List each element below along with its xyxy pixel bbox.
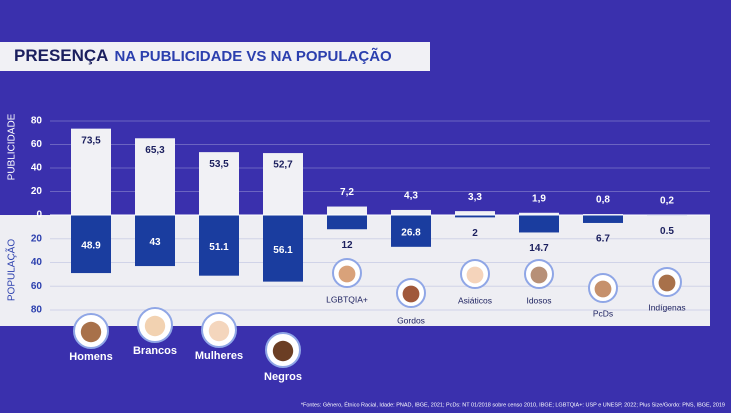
category-label: Asiáticos <box>458 295 492 305</box>
y2-tick-label: 80 <box>31 305 43 316</box>
value-label: 14.7 <box>529 243 549 254</box>
y2-tick-label: 40 <box>31 257 43 268</box>
icon-face <box>208 320 230 342</box>
bar-publicidade <box>71 128 111 215</box>
value-label: 7,2 <box>340 187 354 198</box>
value-label: 4,3 <box>404 191 418 202</box>
bar-publicidade <box>135 138 175 215</box>
chart-title: PRESENÇA NA PUBLICIDADE VS NA POPULAÇÃO <box>14 46 392 65</box>
bar-populacao <box>135 215 175 267</box>
value-label: 48.9 <box>81 241 101 252</box>
y-tick-label: 0 <box>36 210 42 221</box>
icon-face <box>338 265 356 283</box>
value-label: 12 <box>341 240 353 251</box>
bar-publicidade <box>327 206 367 215</box>
value-label: 56.1 <box>273 245 293 256</box>
bar-populacao <box>71 215 111 274</box>
value-label: 73,5 <box>81 135 101 146</box>
bar-populacao <box>519 215 559 233</box>
value-label: 1,9 <box>532 193 546 204</box>
category-label: Brancos <box>133 345 177 357</box>
category-label: Homens <box>69 351 112 363</box>
bar-populacao <box>455 215 495 218</box>
value-label: 26.8 <box>401 228 421 239</box>
bar-publicidade <box>519 212 559 215</box>
category-label: Indígenas <box>648 302 685 312</box>
value-label: 52,7 <box>273 160 293 171</box>
footnote: *Fontes: Gênero, Étnico Racial, Idade: P… <box>301 401 725 408</box>
bar-populacao <box>583 215 623 223</box>
y-axis-title: PUBLICIDADE <box>7 113 18 180</box>
y2-tick-label: 60 <box>31 281 43 292</box>
y-tick-label: 40 <box>31 163 43 174</box>
bar-populacao <box>327 215 367 230</box>
title-rest: NA PUBLICIDADE VS NA POPULAÇÃO <box>114 47 392 65</box>
bar-publicidade <box>199 152 239 215</box>
bar-populacao <box>263 215 303 282</box>
category-label: Mulheres <box>195 350 243 362</box>
icon-face <box>658 274 676 292</box>
title-box <box>0 42 430 71</box>
category-label: PcDs <box>593 308 613 318</box>
y-tick-label: 80 <box>31 116 43 127</box>
bar-populacao <box>199 215 239 276</box>
icon-face <box>272 340 294 362</box>
bar-publicidade <box>455 211 495 215</box>
icon-face <box>530 266 548 284</box>
bar-publicidade <box>391 209 431 215</box>
value-label: 53,5 <box>209 159 229 170</box>
icon-face <box>466 266 484 284</box>
category-label: Negros <box>264 371 302 383</box>
title-bold: PRESENÇA <box>14 46 108 65</box>
category-label: LGBTQIA+ <box>326 294 368 304</box>
icon-face <box>80 321 102 343</box>
value-label: 0,2 <box>660 195 674 206</box>
value-label: 0.5 <box>660 226 674 237</box>
icon-face <box>402 285 420 303</box>
value-label: 3,3 <box>468 192 482 203</box>
value-label: 6.7 <box>596 234 610 245</box>
y2-tick-label: 20 <box>31 233 43 244</box>
category-label: Idosos <box>526 295 551 305</box>
icon-face <box>144 315 166 337</box>
value-label: 51.1 <box>209 242 229 253</box>
bar-publicidade <box>263 153 303 215</box>
value-label: 65,3 <box>145 145 165 156</box>
icon-face <box>594 280 612 298</box>
bar-populacao <box>391 215 431 247</box>
value-label: 2 <box>472 228 478 239</box>
value-label: 43 <box>149 237 161 248</box>
y-tick-label: 20 <box>31 186 43 197</box>
y2-axis-title: POPULAÇÃO <box>5 239 18 301</box>
value-label: 0,8 <box>596 195 610 206</box>
category-label: Gordos <box>397 315 425 325</box>
y-tick-label: 60 <box>31 139 43 150</box>
